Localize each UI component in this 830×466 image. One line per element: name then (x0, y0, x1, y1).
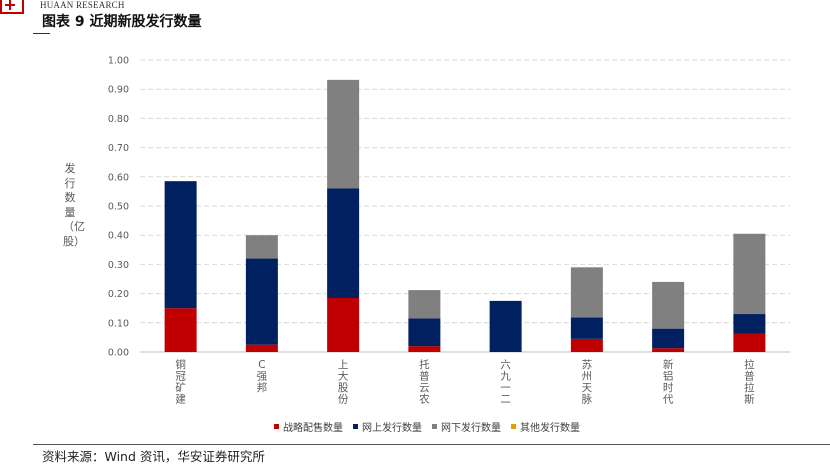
bar-segment-1 (570, 338, 603, 352)
brand-name: HUAAN RESEARCH (40, 0, 125, 10)
bar-segment-3 (245, 235, 278, 259)
bar-segment-2 (245, 258, 278, 345)
x-tick-label: 脉 (582, 393, 593, 406)
x-tick-label: 苏 (582, 358, 593, 371)
bar-segment-2 (733, 314, 766, 334)
figure-title: 图表 9 近期新股发行数量 (42, 14, 202, 30)
x-tick-label: 二 (500, 394, 511, 406)
x-tick-label: 托 (419, 358, 430, 371)
x-tick-label: 农 (419, 393, 430, 406)
x-tick-label: 斯 (744, 393, 755, 406)
bar-segment-3 (733, 233, 766, 315)
y-tick-label: 1.00 (108, 56, 129, 67)
y-tick-label: 0.20 (108, 289, 129, 300)
legend-swatch (432, 424, 437, 429)
x-tick-label: 铜 (175, 359, 186, 371)
legend-label: 战略配售数量 (283, 423, 343, 434)
x-tick-label: 拉 (744, 381, 755, 394)
y-tick-label: 0.70 (108, 143, 129, 154)
bar-segment-3 (652, 281, 685, 329)
bar-segment-3 (408, 290, 441, 319)
bar-segment-1 (408, 346, 441, 352)
x-tick-label: 股 (338, 382, 349, 394)
x-tick-label: 铝 (663, 370, 674, 383)
legend-item: 其他发行数量 (511, 419, 580, 434)
legend-label: 网下发行数量 (441, 423, 501, 434)
legend-label: 其他发行数量 (520, 423, 580, 434)
x-tick-label: 新 (663, 358, 674, 371)
x-tick-label: 六 (500, 359, 511, 371)
chart-legend: 战略配售数量 网上发行数量 网下发行数量 其他发行数量 (274, 419, 590, 434)
bar-segment-2 (164, 181, 197, 309)
bar-segment-1 (164, 308, 197, 352)
x-tick-label: 一 (500, 382, 511, 394)
x-tick-label: 拉 (744, 358, 755, 371)
x-tick-label: 上 (338, 359, 349, 371)
y-tick-label: 0.10 (108, 318, 129, 329)
legend-label: 网上发行数量 (362, 423, 422, 434)
x-tick-label: 大 (338, 370, 349, 383)
y-tick-label: 0.00 (108, 348, 129, 359)
bar-segment-2 (489, 300, 522, 352)
x-tick-label: 天 (582, 382, 593, 394)
bar-segment-2 (652, 328, 685, 349)
title-underline (33, 33, 50, 34)
x-tick-label: 时 (663, 382, 674, 394)
x-tick-label: 建 (175, 393, 186, 406)
x-tick-label: C (258, 359, 265, 371)
y-tick-label: 0.30 (108, 260, 129, 271)
y-tick-label: 0.40 (108, 231, 129, 242)
bar-segment-1 (733, 333, 766, 352)
x-tick-label: 份 (338, 394, 349, 406)
y-tick-label: 0.90 (108, 85, 129, 96)
legend-swatch (511, 424, 516, 429)
x-tick-label: 九 (500, 371, 511, 383)
x-tick-label: 代 (663, 394, 674, 406)
legend-item: 网上发行数量 (353, 419, 422, 434)
x-tick-label: 冠 (175, 371, 186, 383)
x-tick-label: 强 (257, 371, 268, 383)
legend-swatch (353, 424, 358, 429)
footer-rule (33, 444, 830, 445)
legend-item: 战略配售数量 (274, 419, 343, 434)
x-tick-label: 矿 (175, 381, 186, 394)
x-tick-label: 州 (582, 371, 593, 383)
legend-item: 网下发行数量 (432, 419, 501, 434)
bar-segment-2 (327, 188, 360, 298)
bar-segment-1 (652, 348, 685, 352)
y-tick-label: 0.60 (108, 172, 129, 183)
x-tick-label: 普 (744, 370, 755, 383)
y-tick-label: 0.80 (108, 114, 129, 125)
bar-segment-1 (327, 297, 360, 352)
source-note: 资料来源：Wind 资讯，华安证券研究所 (42, 449, 265, 464)
x-tick-label: 邦 (257, 381, 268, 394)
x-tick-label: 云 (419, 382, 430, 394)
bar-segment-3 (570, 267, 603, 318)
legend-swatch (274, 424, 279, 429)
bar-segment-1 (245, 344, 278, 352)
huaan-logo (0, 0, 24, 14)
y-tick-label: 0.50 (108, 202, 129, 213)
bar-segment-3 (327, 79, 360, 189)
bar-segment-2 (570, 317, 603, 339)
x-tick-label: 普 (419, 370, 430, 383)
bar-segment-2 (408, 318, 441, 347)
